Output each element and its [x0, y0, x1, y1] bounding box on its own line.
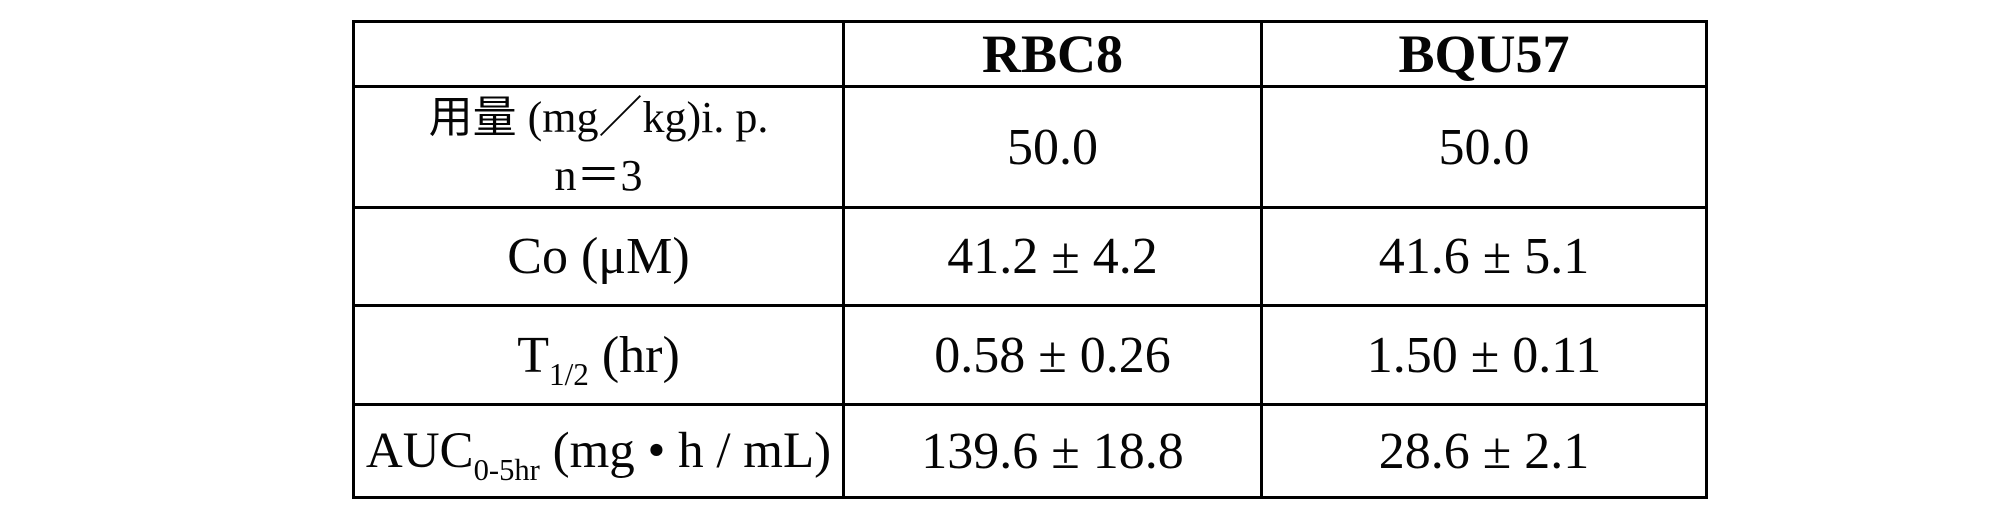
row-auc: AUC0-5hr (mg • h / mL) 139.6 ± 18.8 28.6…	[352, 403, 1708, 499]
column-header-rbc8: RBC8	[842, 20, 1263, 88]
cell-t-half-bqu57: 1.50 ± 0.11	[1260, 304, 1708, 406]
dose-label-line2: n＝3	[554, 151, 643, 200]
row-label-t-half: T1/2 (hr)	[352, 304, 845, 406]
column-header-empty	[352, 20, 845, 88]
auc-subscript: 0-5hr	[473, 452, 540, 487]
cell-auc-bqu57: 28.6 ± 2.1	[1260, 403, 1708, 499]
row-t-half: T1/2 (hr) 0.58 ± 0.26 1.50 ± 0.11	[352, 304, 1708, 406]
dose-label-line1: 用量 (mg／kg)i. p.	[428, 92, 769, 142]
row-label-auc: AUC0-5hr (mg • h / mL)	[352, 403, 845, 499]
pk-parameters-table: RBC8 BQU57 用量 (mg／kg)i. p. n＝3 50.0 50.0…	[352, 20, 1708, 499]
cell-t-half-rbc8: 0.58 ± 0.26	[842, 304, 1263, 406]
cell-dose-rbc8: 50.0	[842, 85, 1263, 209]
t-half-symbol: T	[517, 326, 549, 384]
row-label-dose: 用量 (mg／kg)i. p. n＝3	[352, 85, 845, 209]
auc-unit: (mg • h / mL)	[539, 423, 832, 479]
header-row: RBC8 BQU57	[352, 20, 1708, 88]
column-header-bqu57: BQU57	[1260, 20, 1708, 88]
t-half-subscript: 1/2	[548, 356, 589, 392]
cell-c0-rbc8: 41.2 ± 4.2	[842, 206, 1263, 307]
t-half-unit: (hr)	[588, 326, 680, 384]
cell-auc-rbc8: 139.6 ± 18.8	[842, 403, 1263, 499]
cell-c0-bqu57: 41.6 ± 5.1	[1260, 206, 1708, 307]
row-c0: Co (μM) 41.2 ± 4.2 41.6 ± 5.1	[352, 206, 1708, 307]
row-label-c0: Co (μM)	[352, 206, 845, 307]
row-dose: 用量 (mg／kg)i. p. n＝3 50.0 50.0	[352, 85, 1708, 209]
cell-dose-bqu57: 50.0	[1260, 85, 1708, 209]
auc-symbol: AUC	[365, 423, 474, 479]
